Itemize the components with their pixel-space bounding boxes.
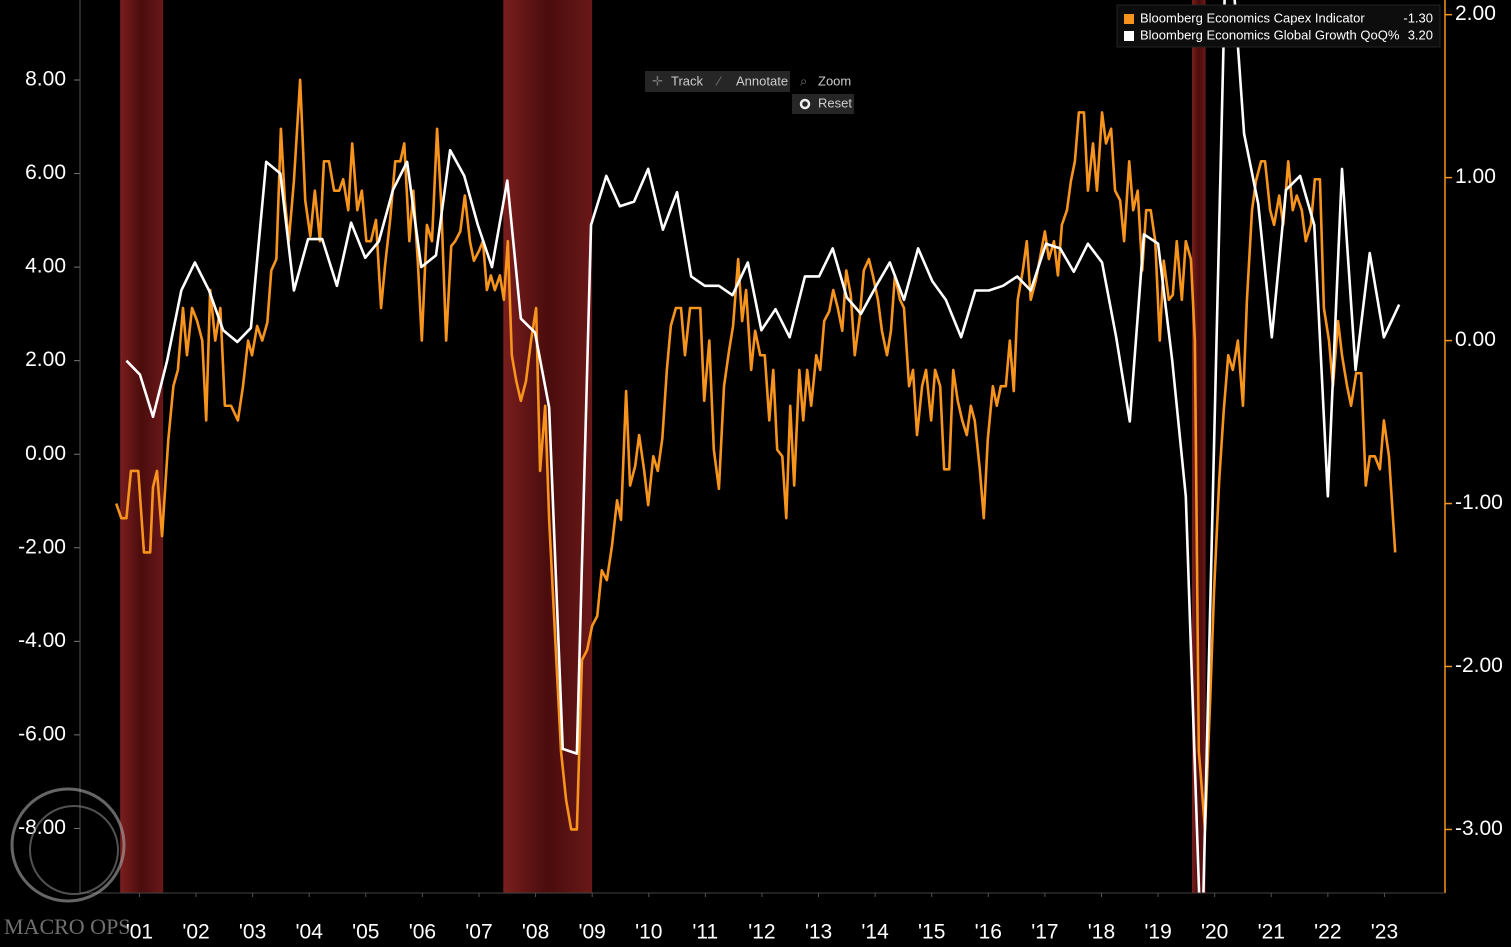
legend-label: Bloomberg Economics Capex Indicator [1140,10,1365,25]
y-tick-label: 8.00 [25,68,66,91]
x-tick-label: '03 [239,921,266,944]
zoom-label: Zoom [818,73,851,88]
recession-band [1192,0,1206,893]
reset-bg [792,94,854,114]
x-tick-label: '23 [1371,921,1398,944]
x-tick-label: '09 [578,921,605,944]
axes-layer: 8.00 6.00 4.00 2.00 0.00 -2.00 -4.00 -6.00 -8.00… [18,2,1503,943]
x-tick-label: '12 [748,921,775,944]
x-tick-label: '21 [1258,921,1285,944]
legend-value: -1.30 [1403,10,1433,25]
legend-swatch [1124,14,1134,24]
y-tick-label: 4.00 [25,255,66,278]
y2-tick-label: 2.00 [1455,2,1496,25]
x-tick-label: '16 [975,921,1002,944]
x-tick-label: '15 [918,921,945,944]
x-tick-label: '04 [296,921,324,944]
lines-layer [114,0,1401,893]
track-icon: ✛ [652,73,663,88]
y2-tick-label: 0.00 [1455,328,1496,351]
series-line [125,0,1401,893]
legend-value: 3.20 [1408,27,1433,42]
x-tick-label: '17 [1031,921,1058,944]
x-tick-label: '10 [635,921,662,944]
x-tick-label: '01 [126,921,153,944]
legend-label: Bloomberg Economics Global Growth QoQ% [1140,27,1400,42]
y-tick-label: 6.00 [25,161,66,184]
zoom-button[interactable]: ⌕ Zoom [800,73,851,88]
y2-tick-label: -3.00 [1455,817,1503,840]
y2-tick-label: -2.00 [1455,654,1503,677]
reset-icon [799,98,811,110]
legend: Bloomberg Economics Capex Indicator -1.30… [1116,4,1441,48]
y-tick-label: -8.00 [18,816,66,839]
x-tick-label: '22 [1314,921,1341,944]
toolbar-bg [645,71,790,92]
track-button[interactable]: ✛ Track [652,73,704,88]
x-tick-label: '11 [692,921,718,944]
reset-label: Reset [818,95,852,110]
y2-tick-label: 1.00 [1455,165,1496,188]
y-tick-label: 0.00 [25,442,66,465]
x-tick-label: '05 [352,921,379,944]
x-tick-label: '07 [465,921,492,944]
watermark-text: MACRO OPS [4,914,131,939]
watermark-ring [29,805,119,895]
series-line [114,78,1397,831]
toolbar: ✛ Track ∕ Annotate ⌕ Zoom Reset [645,71,854,114]
annotate-label: Annotate [736,73,788,88]
recession-band [120,0,164,893]
x-tick-label: '19 [1144,921,1171,944]
annotate-icon: ∕ [715,73,722,88]
watermark-ring [10,787,126,903]
y-tick-label: -6.00 [18,722,66,745]
annotate-button[interactable]: ∕ Annotate [715,73,788,88]
y-tick-label: 2.00 [25,348,66,371]
x-tick-label: '08 [522,921,549,944]
track-label: Track [671,73,704,88]
x-tick-label: '06 [409,921,436,944]
reset-button[interactable]: Reset [792,94,854,114]
legend-swatch [1124,31,1134,41]
x-tick-label: '18 [1088,921,1115,944]
x-tick-label: '14 [861,921,889,944]
y-tick-label: -4.00 [18,629,66,652]
x-tick-label: '20 [1201,921,1228,944]
zoom-icon: ⌕ [800,73,807,88]
y-tick-label: -2.00 [18,535,66,558]
legend-bg [1116,4,1441,48]
y2-tick-label: -1.00 [1455,491,1503,514]
x-tick-label: '13 [805,921,832,944]
x-tick-label: '02 [182,921,209,944]
watermark: MACRO OPS [4,787,131,939]
